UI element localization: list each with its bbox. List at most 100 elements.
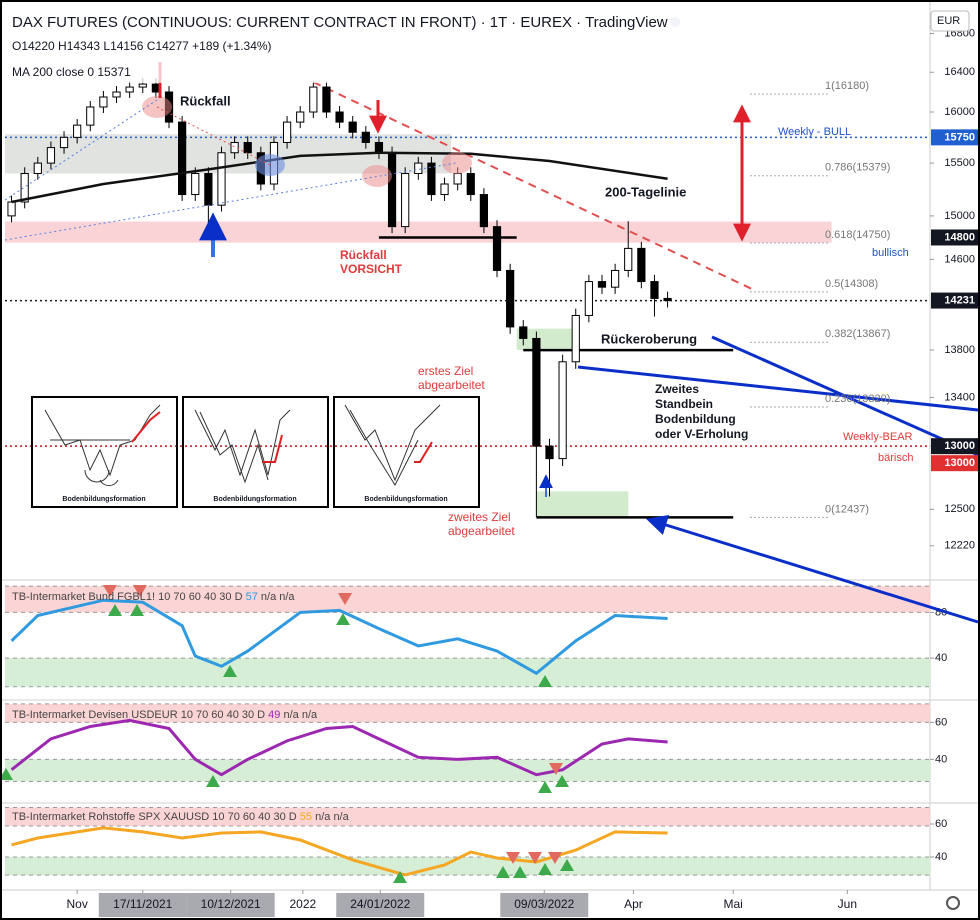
x-tick-highlight <box>186 893 275 917</box>
candle-body <box>73 124 82 138</box>
fib-label: 0.618(14750) <box>825 229 890 241</box>
y-tick-label: 60 <box>935 716 947 728</box>
candle-body <box>322 86 331 113</box>
pane-title-part: n/a n/a <box>261 591 296 603</box>
candle-body <box>112 91 121 98</box>
candle-body <box>59 136 69 149</box>
annotation: zweites Ziel <box>448 510 511 524</box>
indicator-line <box>10 598 668 676</box>
y-tick-label: 12500 <box>944 503 975 515</box>
annotation: Weekly-BEAR <box>843 431 913 443</box>
x-tick-label: 2022 <box>289 897 316 911</box>
x-tick-label: Apr <box>624 897 643 911</box>
annotation: 200-Tagelinie <box>605 184 686 199</box>
band <box>5 856 930 876</box>
candle-body <box>519 326 528 339</box>
pane-title: TB-Intermarket Bund FGBL1! 10 70 60 40 3… <box>12 591 295 603</box>
candle-body <box>532 337 541 447</box>
annotation: Standbein <box>655 397 713 411</box>
y-tick-label: 40 <box>935 753 947 765</box>
fib-label: 0.382(13867) <box>825 328 890 340</box>
pane-title-part: TB-Intermarket Bund FGBL1! 10 70 60 40 3… <box>12 591 243 603</box>
candle-body <box>99 96 108 108</box>
band <box>5 703 930 723</box>
annotation: Weekly - BULL <box>778 126 851 138</box>
candle-body <box>125 86 134 93</box>
candle-body <box>584 281 593 316</box>
price-label-bg <box>931 455 979 472</box>
zone <box>536 491 629 518</box>
candle-body <box>624 247 633 271</box>
annotation: Rückfall <box>180 93 231 108</box>
box-caption: Bodenbildungsformation <box>364 496 447 503</box>
box-caption: Bodenbildungsformation <box>62 496 145 503</box>
zone <box>5 221 832 243</box>
currency[interactable]: EUR <box>937 15 960 27</box>
fib-label: 0.236(13320) <box>825 393 890 405</box>
y-tick-label: 40 <box>935 851 947 863</box>
candle-body <box>637 247 646 283</box>
x-tick-label: 17/11/2021 <box>113 897 172 911</box>
annotation: oder V-Erholung <box>655 427 748 441</box>
price-label-bg <box>931 438 979 455</box>
candle-body <box>427 162 436 196</box>
y-tick-label: 40 <box>935 652 947 664</box>
pane-title: TB-Intermarket Devisen USDEUR 10 70 60 4… <box>12 709 318 721</box>
annotation: Rückeroberung <box>601 331 697 346</box>
band <box>5 586 930 613</box>
y-tick-label: 15000 <box>944 210 975 222</box>
pane-title-part: 55 <box>300 811 312 823</box>
candle-body <box>243 141 252 154</box>
candle-body <box>597 281 607 288</box>
candle-body <box>20 173 29 203</box>
band <box>5 658 930 687</box>
y-tick-label: 16000 <box>944 106 975 118</box>
candle-body <box>86 106 95 126</box>
x-tick-label: 09/03/2022 <box>514 897 574 911</box>
price-label-bg <box>931 229 979 246</box>
candle-body <box>506 269 515 328</box>
pane-title-part: TB-Intermarket Rohstoffe SPX XAUUSD 10 7… <box>12 811 297 823</box>
fib-label: 1(16180) <box>825 80 869 92</box>
x-tick-highlight <box>336 893 425 917</box>
candle-body <box>453 173 462 185</box>
band <box>5 759 930 782</box>
candle-body <box>138 83 147 88</box>
y-tick-label: 14600 <box>944 253 975 265</box>
price-label: 15750 <box>944 131 975 143</box>
candle-body <box>545 445 554 460</box>
annotation: bärisch <box>878 452 913 464</box>
candle-body <box>610 269 620 288</box>
x-tick-highlight <box>98 893 187 917</box>
decorations <box>0 17 979 910</box>
pane-title-part: TB-Intermarket Devisen USDEUR 10 70 60 4… <box>12 709 265 721</box>
candle-body <box>663 297 672 302</box>
pane-title-part: 49 <box>268 709 280 721</box>
x-tick-highlight <box>500 893 589 917</box>
y-tick-label: 60 <box>935 818 947 830</box>
x-tick-label: Jun <box>838 897 857 911</box>
candle-body <box>282 121 292 143</box>
price-label: 14800 <box>944 231 975 243</box>
indicator-line <box>11 826 668 877</box>
y-tick-label: 15500 <box>944 157 975 169</box>
candle-body <box>479 194 489 228</box>
price-label: 13000 <box>944 457 975 469</box>
annotation: Bodenbildung <box>655 412 736 426</box>
box-caption: Bodenbildungsformation <box>213 496 296 503</box>
pane-title-part: 57 <box>246 591 258 603</box>
pane-title: TB-Intermarket Rohstoffe SPX XAUUSD 10 7… <box>12 811 350 823</box>
candle-body <box>33 162 42 175</box>
candle-body <box>492 226 502 271</box>
candle-body <box>7 201 16 217</box>
chart-title: DAX FUTURES (CONTINUOUS: CURRENT CONTRAC… <box>12 14 668 31</box>
zone <box>516 328 579 351</box>
price-label-bg <box>931 129 979 146</box>
y-tick-label: 13800 <box>944 344 975 356</box>
candle-body <box>217 152 226 206</box>
candle-body <box>387 152 397 228</box>
annotation: bullisch <box>872 247 909 259</box>
candle-body <box>374 141 384 154</box>
